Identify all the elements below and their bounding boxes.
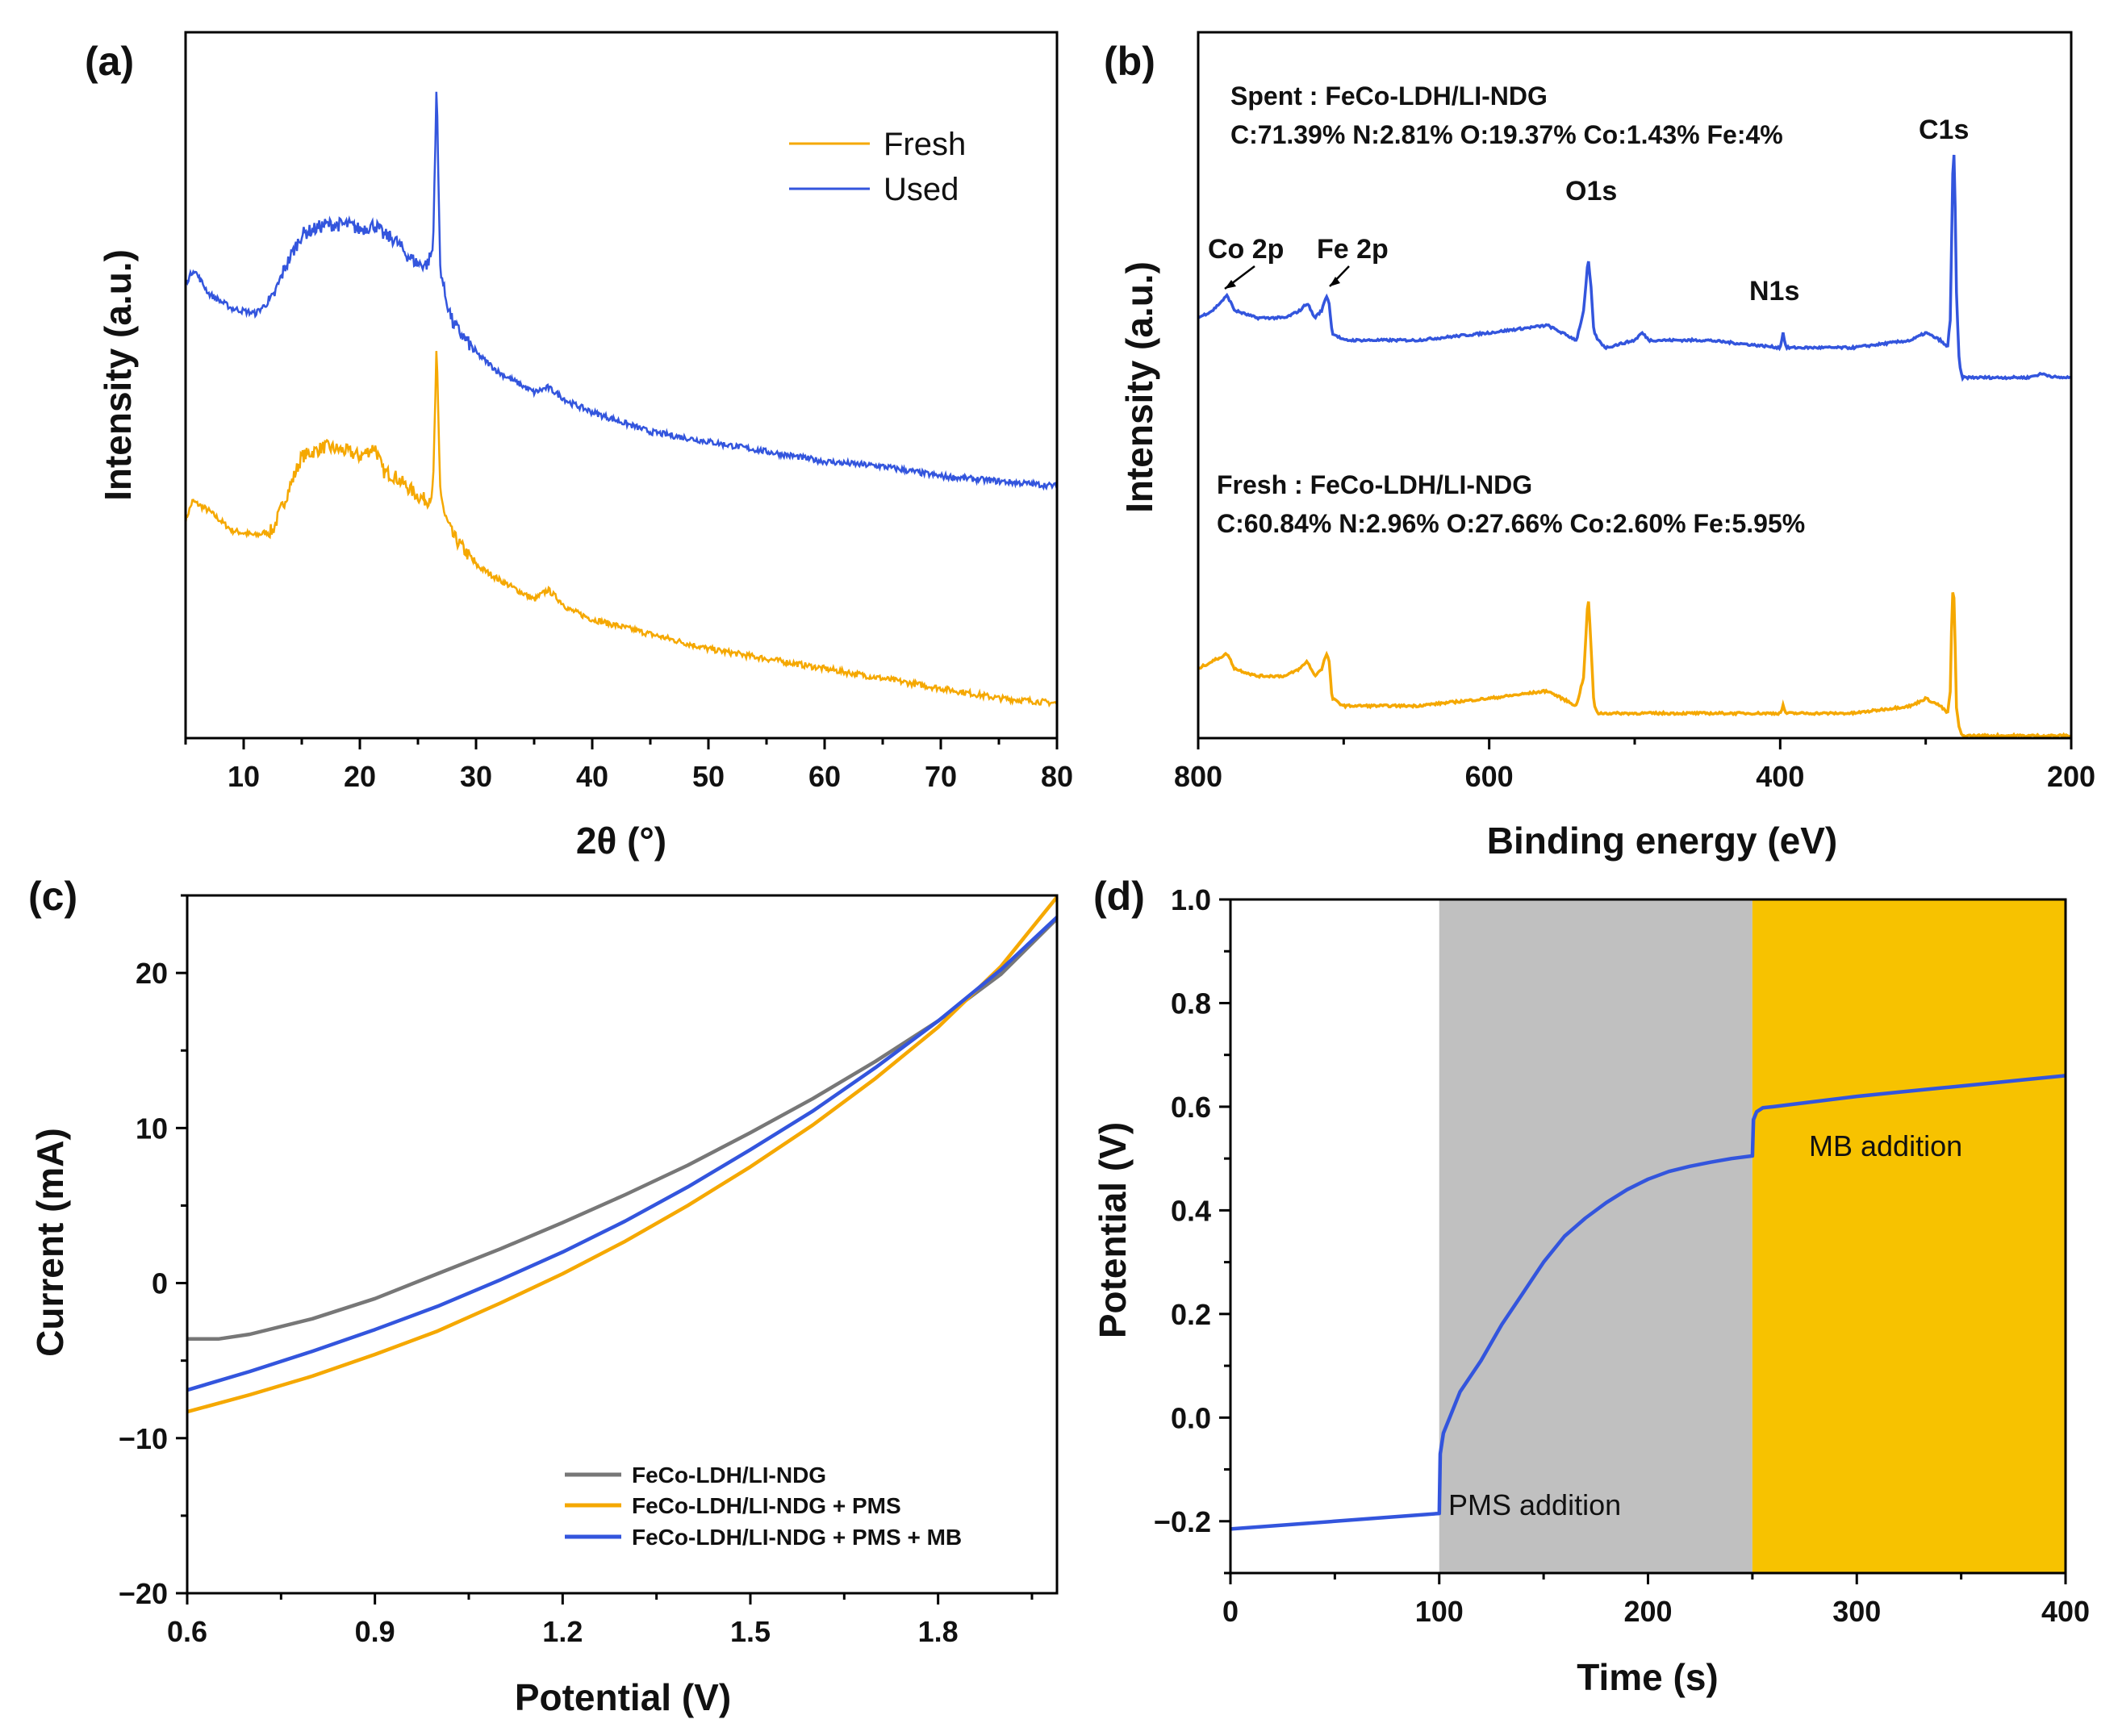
x-tick-label: 30	[460, 760, 492, 793]
panel-d-regions	[1439, 899, 2066, 1573]
x-tick-label: 0.9	[355, 1615, 395, 1648]
legend-used-label: Used	[884, 172, 959, 207]
panel-a-legend: Fresh Used	[789, 127, 966, 207]
x-tick-label: 100	[1415, 1595, 1464, 1628]
peak-n1s-label: N1s	[1749, 276, 1799, 307]
mb-addition-label: MB addition	[1809, 1129, 1962, 1162]
x-tick-label: 800	[1174, 760, 1222, 793]
peak-arrows	[1224, 265, 1350, 290]
panel-d: (d) 0 100 200 300 400−0.20.00.20.40.60.81.0 …	[1092, 874, 2090, 1698]
y-tick-label: 0.8	[1171, 987, 1211, 1020]
x-tick-label: 400	[1756, 760, 1804, 793]
series-used-line	[184, 91, 1059, 491]
x-tick-label: 600	[1465, 760, 1514, 793]
panel-a-plot-area	[184, 91, 1059, 708]
panel-b: (b) 800 600 400 200 Binding energy (eV) Int…	[1104, 31, 2095, 862]
series-fresh-line	[1197, 592, 2072, 740]
x-tick-label: 400	[2041, 1595, 2090, 1628]
x-tick-label: 0	[1222, 1595, 1239, 1628]
panel-c-plot-area	[186, 895, 1059, 1414]
x-tick-label: 70	[925, 760, 957, 793]
panel-a-x-axis: 10 20 30 40 50 60 70 80	[184, 738, 1073, 793]
spent-title: Spent : FeCo-LDH/LI-NDG	[1230, 81, 1548, 111]
panel-b-xlabel: Binding energy (eV)	[1487, 820, 1837, 862]
peak-co2p-label: Co 2p	[1208, 234, 1284, 265]
panel-a-xlabel: 2θ (°)	[576, 820, 666, 862]
x-tick-label: 1.5	[730, 1615, 771, 1648]
x-tick-label: 1.2	[542, 1615, 583, 1648]
y-tick-label: −10	[119, 1422, 168, 1455]
y-tick-label: −20	[119, 1577, 168, 1610]
y-tick-label: 0.6	[1171, 1091, 1211, 1124]
panel-a-label: (a)	[85, 39, 134, 84]
fe2p-arrowhead	[1330, 277, 1340, 286]
panel-c-xlabel: Potential (V)	[515, 1676, 731, 1718]
x-tick-label: 40	[576, 760, 608, 793]
region-mb	[1752, 899, 2066, 1573]
x-tick-label: 10	[228, 760, 260, 793]
legend-fresh-label: Fresh	[884, 127, 966, 162]
panel-b-ylabel: Intensity (a.u.)	[1118, 261, 1160, 513]
series-spent-line	[1197, 154, 2072, 382]
fresh-composition: C:60.84% N:2.96% O:27.66% Co:2.60% Fe:5.…	[1217, 509, 1805, 538]
y-tick-label: 0.2	[1171, 1298, 1211, 1331]
pms-addition-label: PMS addition	[1448, 1488, 1621, 1521]
panel-a-frame	[184, 31, 1059, 740]
x-tick-label: 200	[2047, 760, 2095, 793]
panel-d-ylabel: Potential (V)	[1092, 1122, 1134, 1338]
panel-b-label: (b)	[1104, 39, 1155, 84]
fresh-title: Fresh : FeCo-LDH/LI-NDG	[1217, 470, 1532, 499]
x-tick-label: 50	[692, 760, 725, 793]
panel-a-ylabel: Intensity (a.u.)	[97, 249, 139, 501]
series-potential-line	[1230, 1074, 2066, 1531]
x-tick-label: 300	[1832, 1595, 1881, 1628]
series-c-2-line	[186, 916, 1059, 1392]
panel-c-ylabel: Current (mA)	[29, 1128, 71, 1357]
x-tick-label: 0.6	[167, 1615, 207, 1648]
panel-c-frame	[186, 894, 1059, 1595]
x-tick-label: 80	[1041, 760, 1073, 793]
legend-c-mb-label: FeCo-LDH/LI-NDG + PMS + MB	[632, 1525, 962, 1550]
y-tick-label: 20	[136, 957, 168, 990]
panel-c: (c) 0.6 0.9 1.2 1.5 1.8 −20 −10 0 10 20 Potential…	[28, 874, 1059, 1718]
panel-d-label: (d)	[1093, 874, 1145, 919]
panel-b-x-axis: 800 600 400 200	[1174, 738, 2095, 793]
panel-b-plot-area	[1197, 154, 2072, 740]
y-tick-label: 1.0	[1171, 883, 1211, 916]
x-tick-label: 1.8	[918, 1615, 959, 1648]
x-tick-label: 200	[1623, 1595, 1672, 1628]
panel-d-plot-area	[1230, 1074, 2066, 1531]
panel-d-xlabel: Time (s)	[1577, 1656, 1719, 1698]
y-tick-label: −0.2	[1154, 1505, 1211, 1538]
panel-a: (a) 10 20 30 40 50 60 70 80 2θ (°) Intensity (a…	[85, 31, 1073, 862]
series-c-1-line	[186, 895, 1059, 1414]
y-tick-label: 10	[136, 1112, 168, 1145]
peak-o1s-label: O1s	[1565, 176, 1617, 207]
y-tick-label: 0.4	[1171, 1194, 1211, 1227]
x-tick-label: 20	[344, 760, 376, 793]
peak-c1s-label: C1s	[1919, 115, 1969, 145]
co2p-arrowhead	[1225, 280, 1236, 289]
panel-c-legend: FeCo-LDH/LI-NDG FeCo-LDH/LI-NDG + PMS Fe…	[565, 1463, 962, 1550]
y-tick-label: 0	[152, 1267, 168, 1300]
panel-c-label: (c)	[28, 874, 77, 919]
spent-composition: C:71.39% N:2.81% O:19.37% Co:1.43% Fe:4%	[1230, 120, 1783, 149]
y-tick-label: 0.0	[1171, 1401, 1211, 1434]
x-tick-label: 60	[808, 760, 841, 793]
peak-fe2p-label: Fe 2p	[1317, 234, 1389, 265]
panel-d-axes: 0 100 200 300 400 −0.2 0.0 0.2 0.4 0.6 0.8 1.0	[1154, 883, 2090, 1628]
legend-c-pms-label: FeCo-LDH/LI-NDG + PMS	[632, 1493, 901, 1518]
series-c-0-line	[187, 917, 1059, 1342]
panel-c-axes: 0.6 0.9 1.2 1.5 1.8 −20 −10 0 10 20	[119, 894, 1034, 1648]
region-pms	[1439, 899, 1752, 1573]
legend-c-base-label: FeCo-LDH/LI-NDG	[632, 1463, 826, 1488]
series-fresh-line	[184, 351, 1058, 708]
